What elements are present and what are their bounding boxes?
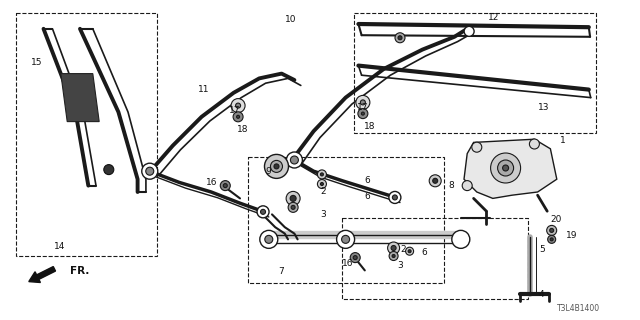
- Circle shape: [260, 230, 278, 248]
- Circle shape: [529, 139, 540, 149]
- Circle shape: [392, 254, 395, 258]
- Circle shape: [547, 225, 557, 236]
- Circle shape: [395, 33, 405, 43]
- Circle shape: [237, 115, 239, 118]
- Circle shape: [265, 236, 273, 244]
- Circle shape: [398, 36, 402, 40]
- Polygon shape: [464, 139, 557, 198]
- Text: 17: 17: [228, 106, 240, 115]
- Circle shape: [353, 256, 357, 260]
- Circle shape: [391, 245, 396, 251]
- Circle shape: [464, 26, 474, 36]
- Text: 15: 15: [31, 58, 42, 67]
- Circle shape: [290, 196, 296, 201]
- Bar: [16, 13, 157, 256]
- Text: FR.: FR.: [70, 266, 90, 276]
- Circle shape: [342, 236, 349, 244]
- Circle shape: [271, 160, 282, 172]
- Text: 10: 10: [285, 15, 296, 24]
- Text: 11: 11: [198, 85, 210, 94]
- Polygon shape: [61, 74, 99, 122]
- Circle shape: [356, 95, 370, 109]
- Circle shape: [257, 206, 269, 218]
- Circle shape: [223, 184, 227, 188]
- Circle shape: [274, 164, 279, 169]
- Circle shape: [502, 165, 509, 171]
- Text: 5: 5: [539, 245, 545, 254]
- Circle shape: [406, 247, 413, 255]
- Text: 16: 16: [206, 178, 218, 187]
- Circle shape: [358, 108, 368, 119]
- Circle shape: [350, 252, 360, 263]
- Circle shape: [291, 205, 295, 209]
- Text: 6: 6: [365, 176, 371, 185]
- Circle shape: [231, 99, 245, 113]
- Circle shape: [389, 252, 398, 260]
- Text: T3L4B1400: T3L4B1400: [557, 304, 600, 313]
- Circle shape: [429, 175, 441, 187]
- Text: 2: 2: [320, 188, 326, 196]
- Circle shape: [498, 160, 514, 176]
- Text: 16: 16: [342, 260, 354, 268]
- Circle shape: [142, 163, 158, 179]
- Circle shape: [491, 153, 520, 183]
- Circle shape: [550, 228, 554, 232]
- Circle shape: [291, 156, 298, 164]
- Circle shape: [286, 191, 300, 205]
- Circle shape: [104, 164, 114, 175]
- Circle shape: [287, 152, 303, 168]
- Circle shape: [321, 173, 323, 176]
- Circle shape: [236, 103, 241, 108]
- Bar: [248, 157, 444, 283]
- Circle shape: [146, 167, 154, 175]
- Circle shape: [462, 180, 472, 191]
- Text: 18: 18: [364, 122, 375, 131]
- Text: 7: 7: [278, 268, 284, 276]
- Text: 13: 13: [538, 103, 549, 112]
- Text: 1: 1: [560, 136, 566, 145]
- Circle shape: [452, 230, 470, 248]
- Circle shape: [337, 230, 355, 248]
- Circle shape: [550, 238, 553, 241]
- Text: 6: 6: [421, 248, 427, 257]
- Circle shape: [472, 142, 482, 152]
- Bar: [342, 218, 528, 299]
- Text: 19: 19: [566, 231, 578, 240]
- Circle shape: [233, 112, 243, 122]
- Text: 18: 18: [237, 125, 248, 134]
- Circle shape: [388, 242, 399, 254]
- Circle shape: [321, 182, 323, 186]
- Text: 17: 17: [356, 103, 368, 112]
- Circle shape: [288, 202, 298, 212]
- Text: 9: 9: [266, 167, 271, 176]
- Circle shape: [317, 170, 326, 179]
- Text: 20: 20: [550, 215, 562, 224]
- Text: 8: 8: [448, 181, 454, 190]
- Circle shape: [317, 180, 326, 188]
- Circle shape: [433, 178, 438, 183]
- Bar: [354, 13, 596, 133]
- Text: 6: 6: [365, 192, 371, 201]
- Circle shape: [548, 236, 556, 244]
- Circle shape: [389, 191, 401, 204]
- Circle shape: [260, 209, 266, 214]
- Text: 4: 4: [539, 290, 545, 299]
- Circle shape: [360, 100, 365, 105]
- Text: 3: 3: [320, 210, 326, 219]
- Circle shape: [362, 112, 364, 115]
- Circle shape: [220, 180, 230, 191]
- Text: 12: 12: [488, 13, 499, 22]
- Circle shape: [392, 195, 397, 200]
- Text: 2: 2: [400, 245, 406, 254]
- Circle shape: [264, 155, 289, 179]
- FancyArrow shape: [29, 267, 56, 283]
- Text: 3: 3: [397, 261, 403, 270]
- Circle shape: [408, 250, 411, 253]
- Text: 14: 14: [54, 242, 66, 251]
